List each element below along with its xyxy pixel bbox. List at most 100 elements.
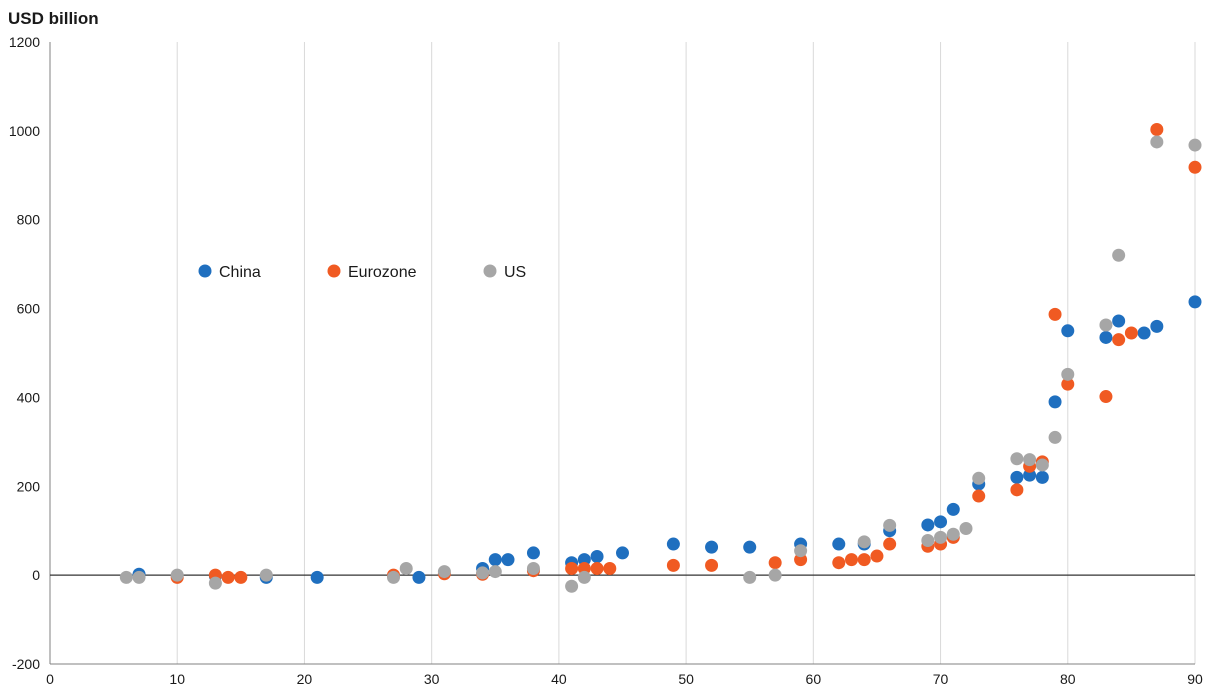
y-tick-label: -200 <box>12 656 40 672</box>
legend-label: Eurozone <box>348 264 417 281</box>
point-eurozone <box>870 549 884 563</box>
point-china <box>1061 324 1075 338</box>
point-eurozone <box>1188 160 1202 174</box>
point-eurozone <box>1124 326 1138 340</box>
point-eurozone <box>1099 390 1113 404</box>
point-china <box>577 553 591 567</box>
point-us <box>170 568 184 582</box>
point-us <box>1188 138 1202 152</box>
point-china <box>526 546 540 560</box>
point-eurozone <box>577 561 591 575</box>
point-china <box>488 553 502 567</box>
point-eurozone <box>1010 483 1024 497</box>
point-us <box>1048 430 1062 444</box>
x-tick-label: 10 <box>169 671 185 687</box>
point-eurozone <box>1048 307 1062 321</box>
point-china <box>946 502 960 516</box>
x-tick-label: 50 <box>678 671 694 687</box>
legend-marker <box>327 264 341 278</box>
point-china <box>1112 314 1126 328</box>
axes <box>49 42 1195 665</box>
point-us <box>565 579 579 593</box>
point-china <box>616 546 629 560</box>
x-tick-label: 0 <box>46 671 54 687</box>
point-us <box>119 570 133 584</box>
point-china <box>1010 470 1024 484</box>
point-eurozone <box>768 556 782 570</box>
point-us <box>208 576 222 590</box>
point-china <box>1188 295 1202 309</box>
point-us <box>972 471 986 485</box>
y-tick-label: 200 <box>17 478 41 494</box>
point-china <box>743 540 757 554</box>
point-china <box>1048 395 1062 409</box>
y-tick-label: 800 <box>17 212 41 228</box>
point-eurozone <box>705 558 719 572</box>
point-eurozone <box>590 561 604 575</box>
y-tick-label: 1000 <box>9 123 40 139</box>
point-us <box>934 530 948 544</box>
y-tick-label: 0 <box>32 567 40 583</box>
point-us <box>1150 135 1164 149</box>
legend-item-china: China <box>198 264 261 281</box>
point-us <box>488 565 502 579</box>
point-eurozone <box>845 553 858 567</box>
point-us <box>946 527 960 541</box>
point-us <box>959 521 973 535</box>
gridlines <box>176 42 1196 664</box>
x-tick-label: 90 <box>1187 671 1203 687</box>
point-china <box>412 570 426 584</box>
point-eurozone <box>221 570 235 584</box>
point-eurozone <box>234 570 248 584</box>
point-us <box>857 535 871 549</box>
point-us <box>768 568 782 582</box>
point-china <box>934 515 948 529</box>
x-tick-label: 40 <box>551 671 567 687</box>
point-china <box>666 537 680 551</box>
point-us <box>1023 453 1037 467</box>
point-us <box>259 568 273 582</box>
point-china <box>921 518 935 532</box>
point-us <box>399 561 413 575</box>
point-eurozone <box>1061 377 1075 391</box>
point-us <box>132 570 146 584</box>
point-eurozone <box>857 553 871 567</box>
point-us <box>577 570 591 584</box>
point-us <box>387 570 400 584</box>
x-tick-label: 60 <box>806 671 822 687</box>
point-eurozone <box>1150 123 1164 137</box>
y-tick-label: 400 <box>17 389 41 405</box>
point-eurozone <box>972 489 986 503</box>
x-tick-label: 80 <box>1060 671 1076 687</box>
point-us <box>1061 367 1075 381</box>
point-us <box>794 544 808 558</box>
point-us <box>1099 318 1113 332</box>
chart-title: USD billion <box>8 9 99 28</box>
point-eurozone <box>794 553 808 567</box>
x-tick-label: 30 <box>424 671 440 687</box>
legend: China Eurozone US <box>198 264 526 281</box>
point-eurozone <box>832 556 846 570</box>
point-eurozone <box>565 561 579 575</box>
x-tick-label: 70 <box>933 671 949 687</box>
point-us <box>883 518 897 532</box>
point-china <box>590 549 604 563</box>
point-china <box>501 553 515 567</box>
x-tick-label: 20 <box>297 671 313 687</box>
point-china <box>1137 326 1151 340</box>
point-eurozone <box>666 558 680 572</box>
point-eurozone <box>1112 333 1126 347</box>
point-china <box>1099 330 1113 344</box>
point-china <box>1150 319 1164 333</box>
point-us <box>1112 248 1126 262</box>
point-eurozone <box>603 561 617 575</box>
y-tick-labels: 1200 1000 800 600 400 200 0 -200 <box>9 34 40 672</box>
point-china <box>1023 468 1037 482</box>
point-us <box>476 566 490 580</box>
point-us <box>921 533 935 547</box>
point-eurozone <box>883 537 897 551</box>
y-tick-label: 1200 <box>9 34 40 50</box>
point-china <box>310 570 324 584</box>
point-us <box>1035 458 1049 472</box>
